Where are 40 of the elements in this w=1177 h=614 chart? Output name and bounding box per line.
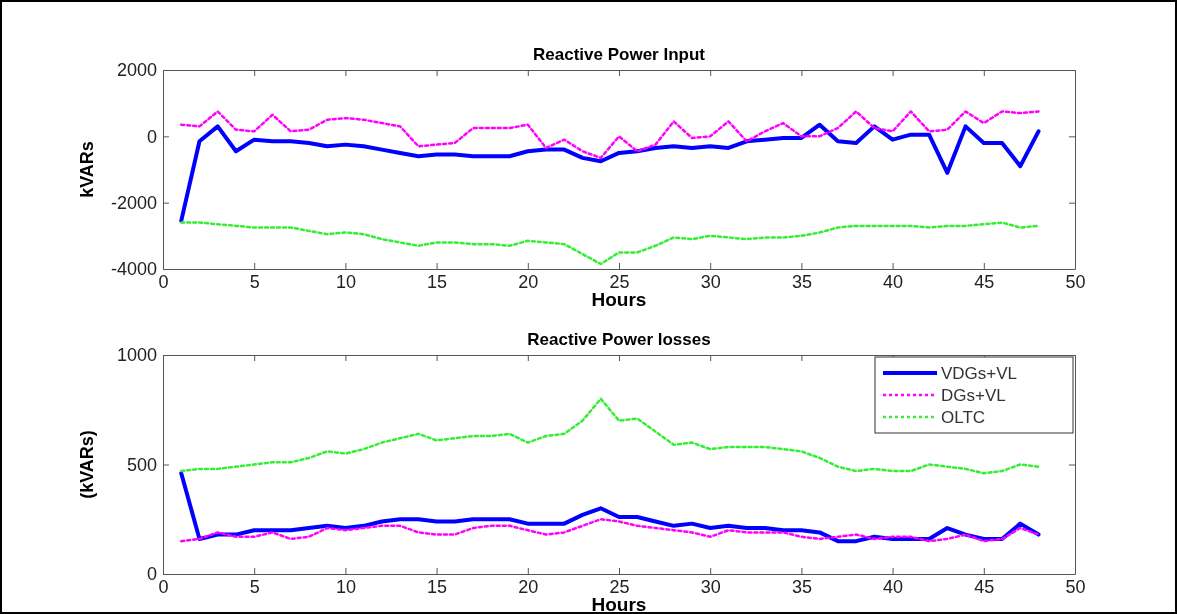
x-tick-label: 30 bbox=[700, 271, 721, 292]
y-axis-title: (kVARs) bbox=[77, 430, 97, 499]
x-tick-label: 15 bbox=[427, 576, 448, 597]
y-tick-label: 0 bbox=[146, 126, 157, 147]
legend-label: OLTC bbox=[941, 408, 986, 427]
x-tick-label: 45 bbox=[974, 576, 995, 597]
y-tick-label: 2000 bbox=[116, 60, 157, 81]
x-tick-label: 35 bbox=[791, 576, 812, 597]
x-tick-label: 10 bbox=[335, 576, 356, 597]
legend-label: DGs+VL bbox=[941, 386, 1006, 405]
y-axis-title: kVARs bbox=[77, 141, 97, 198]
x-tick-label: 20 bbox=[518, 271, 539, 292]
x-tick-label: 40 bbox=[883, 271, 904, 292]
x-tick-label: 50 bbox=[1065, 271, 1086, 292]
x-tick-label: 5 bbox=[249, 576, 260, 597]
x-tick-label: 20 bbox=[518, 576, 539, 597]
line-series bbox=[179, 122, 1041, 223]
line-series bbox=[179, 110, 1040, 160]
x-tick-label: 25 bbox=[609, 576, 630, 597]
x-tick-label: 10 bbox=[335, 271, 356, 292]
x-tick-label: 15 bbox=[427, 271, 448, 292]
chart-title: Reactive Power Input bbox=[533, 45, 706, 64]
x-axis-title: Hours bbox=[591, 289, 647, 310]
y-tick-label: -2000 bbox=[110, 192, 157, 213]
x-tick-label: 30 bbox=[700, 576, 721, 597]
chart-title: Reactive Power losses bbox=[527, 330, 711, 349]
line-series bbox=[179, 221, 1040, 266]
x-tick-label: 35 bbox=[791, 271, 812, 292]
x-tick-label: 45 bbox=[974, 271, 995, 292]
line-series bbox=[179, 518, 1040, 543]
x-tick-label: 5 bbox=[249, 271, 260, 292]
legend-label: VDGs+VL bbox=[941, 364, 1018, 383]
x-axis-title: Hours bbox=[591, 594, 647, 614]
y-tick-label: 1000 bbox=[116, 345, 157, 366]
x-tick-label: 40 bbox=[883, 576, 904, 597]
x-tick-label: 25 bbox=[609, 271, 630, 292]
y-tick-label: 500 bbox=[126, 454, 157, 475]
y-tick-label: -4000 bbox=[110, 259, 157, 280]
x-tick-label: 50 bbox=[1065, 576, 1086, 597]
line-series bbox=[179, 471, 1041, 544]
